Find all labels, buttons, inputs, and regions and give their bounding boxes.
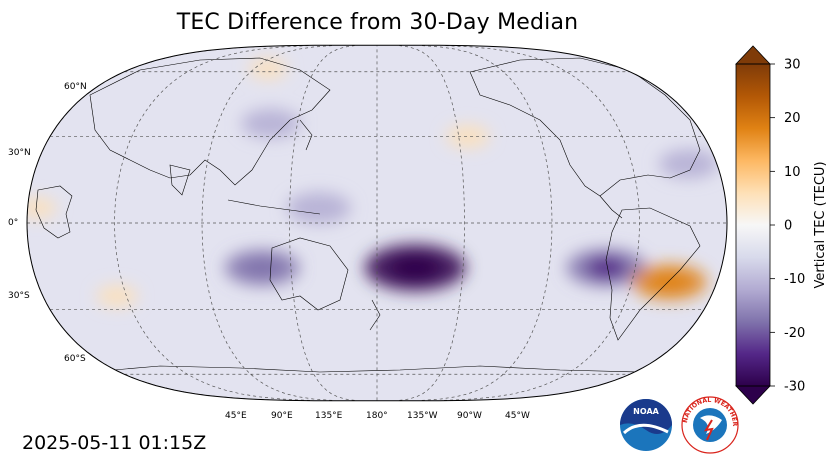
colorbar-tick-label: 30 bbox=[784, 58, 801, 73]
lon-label-45w: 45°W bbox=[505, 411, 530, 421]
lon-label-180: 180° bbox=[366, 411, 388, 421]
graticule-meridian bbox=[399, 45, 465, 401]
anomaly-core bbox=[586, 257, 627, 278]
colorbar-tick-label: -10 bbox=[784, 272, 805, 287]
lat-label-0: 0° bbox=[8, 218, 18, 228]
graticule-meridian bbox=[444, 45, 640, 401]
coast-australia bbox=[269, 237, 349, 311]
colorbar-tick-label: -20 bbox=[784, 326, 805, 341]
chart-title: TEC Difference from 30-Day Median bbox=[176, 10, 579, 35]
lat-label-60n: 60°N bbox=[64, 82, 87, 92]
map-border bbox=[26, 44, 728, 402]
anomaly-blob bbox=[286, 192, 351, 224]
anomaly-blob bbox=[248, 58, 288, 79]
coast-africa bbox=[35, 185, 73, 239]
colorbar-tick-label: -30 bbox=[784, 380, 805, 395]
colorbar-tick-label: 20 bbox=[784, 111, 801, 126]
anomaly-layer bbox=[27, 58, 719, 307]
coast-indonesia bbox=[227, 199, 321, 215]
coast-antarctica bbox=[89, 365, 641, 373]
noaa-logo-text: NOAA bbox=[633, 407, 659, 416]
noaa-logo: NOAA bbox=[620, 399, 672, 451]
coast-japan bbox=[299, 119, 313, 151]
anomaly-core bbox=[651, 272, 689, 292]
colorbar-tick-label: 0 bbox=[784, 219, 792, 234]
lat-label-30n: 30°N bbox=[8, 148, 31, 158]
anomaly-blob bbox=[658, 149, 719, 179]
map-field bbox=[27, 45, 727, 401]
lon-label-90w: 90°W bbox=[457, 411, 482, 421]
colorbar: 30 20 10 0 -10 -20 -30 Vertical TEC (TECU) bbox=[735, 45, 828, 405]
coast-newzealand bbox=[369, 299, 381, 331]
lon-label-45e: 45°E bbox=[225, 411, 247, 421]
anomaly-blob bbox=[446, 125, 490, 148]
coastlines bbox=[35, 57, 701, 373]
colorbar-max-extend bbox=[735, 45, 771, 65]
map-background bbox=[27, 45, 727, 401]
anomaly-blob bbox=[27, 197, 57, 219]
graticule-meridian bbox=[421, 45, 553, 401]
lon-label-90e: 90°E bbox=[271, 411, 293, 421]
colorbar-scale bbox=[736, 64, 770, 386]
anomaly-blob bbox=[96, 285, 138, 307]
colorbar-ticks: 30 20 10 0 -10 -20 -30 bbox=[770, 58, 805, 395]
anomaly-blob bbox=[241, 108, 301, 139]
colorbar-label: Vertical TEC (TECU) bbox=[813, 161, 828, 288]
timestamp-label: 2025-05-11 01:15Z bbox=[22, 432, 207, 454]
coast-south-america bbox=[605, 207, 701, 341]
lon-label-135e: 135°E bbox=[315, 411, 343, 421]
lat-label-60s: 60°S bbox=[64, 354, 86, 364]
coast-india bbox=[169, 164, 191, 196]
coast-central-america bbox=[599, 195, 623, 219]
graticule-meridian bbox=[114, 45, 310, 401]
graticule-meridian bbox=[201, 45, 333, 401]
graticule-meridian bbox=[289, 45, 355, 401]
lat-label-30s: 30°S bbox=[8, 291, 30, 301]
anomaly-core bbox=[389, 255, 441, 281]
colorbar-tick-label: 10 bbox=[784, 165, 801, 180]
lon-label-135w: 135°W bbox=[407, 411, 438, 421]
colorbar-min-extend bbox=[735, 385, 771, 405]
anomaly-core bbox=[243, 258, 281, 278]
